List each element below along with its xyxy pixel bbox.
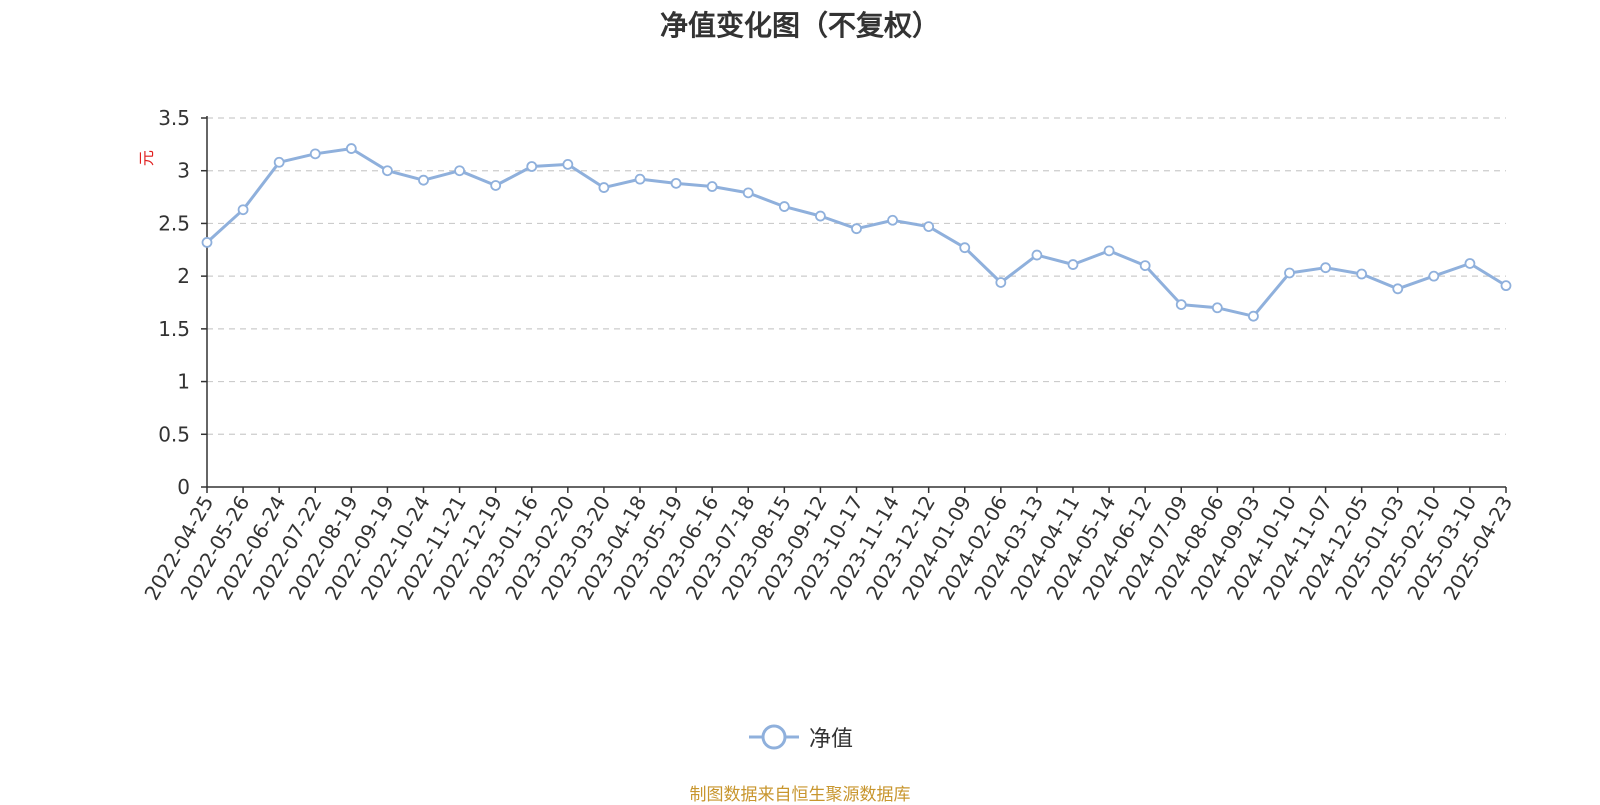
y-tick-label: 3.5: [158, 106, 190, 130]
data-point: [598, 182, 610, 193]
data-point: [237, 204, 249, 216]
data-point: [1031, 249, 1043, 261]
data-point: [778, 201, 790, 212]
y-tick-label: 0.5: [158, 422, 190, 446]
data-point: [273, 156, 285, 168]
data-point: [1139, 260, 1151, 272]
y-tick-label: 3: [177, 159, 190, 183]
legend[interactable]: 净值: [0, 720, 1600, 754]
data-point: [995, 277, 1007, 288]
data-point: [1284, 267, 1295, 279]
data-point: [706, 181, 718, 192]
data-point: [1067, 259, 1079, 270]
data-point: [959, 242, 971, 254]
data-point: [309, 148, 321, 160]
data-point: [923, 221, 935, 232]
data-point: [887, 214, 898, 226]
data-point: [1428, 270, 1440, 282]
data-point: [1103, 245, 1115, 257]
y-tick-label: 0: [177, 475, 190, 499]
legend-label: 净值: [808, 727, 853, 752]
data-point: [1248, 310, 1259, 322]
data-point: [1175, 299, 1187, 311]
y-tick-label: 2: [177, 264, 190, 288]
data-point: [526, 161, 538, 172]
data-point: [454, 165, 465, 177]
y-tick-label: 1.5: [158, 317, 190, 341]
source-note: 制图数据来自恒生聚源数据库: [689, 785, 911, 805]
data-point: [562, 158, 574, 170]
data-point: [382, 165, 393, 177]
data-point: [345, 143, 357, 154]
y-tick-label: 2.5: [158, 211, 190, 235]
data-point: [634, 173, 646, 185]
data-point: [742, 187, 754, 199]
data-point: [201, 237, 213, 248]
data-point: [815, 210, 826, 222]
data-point: [851, 223, 862, 235]
data-point: [1392, 283, 1404, 295]
data-point: [1320, 262, 1331, 274]
data-point: [1464, 258, 1476, 269]
legend-marker-icon: [748, 724, 799, 750]
chart-title: 净值变化图（不复权）: [659, 9, 940, 42]
data-point: [1211, 302, 1223, 314]
data-point: [670, 177, 682, 189]
data-point: [490, 180, 502, 191]
data-point: [1356, 268, 1368, 280]
y-tick-label: 1: [177, 370, 190, 394]
data-point: [418, 174, 429, 186]
data-point: [1500, 280, 1512, 292]
y-axis-label: 元: [137, 150, 156, 166]
